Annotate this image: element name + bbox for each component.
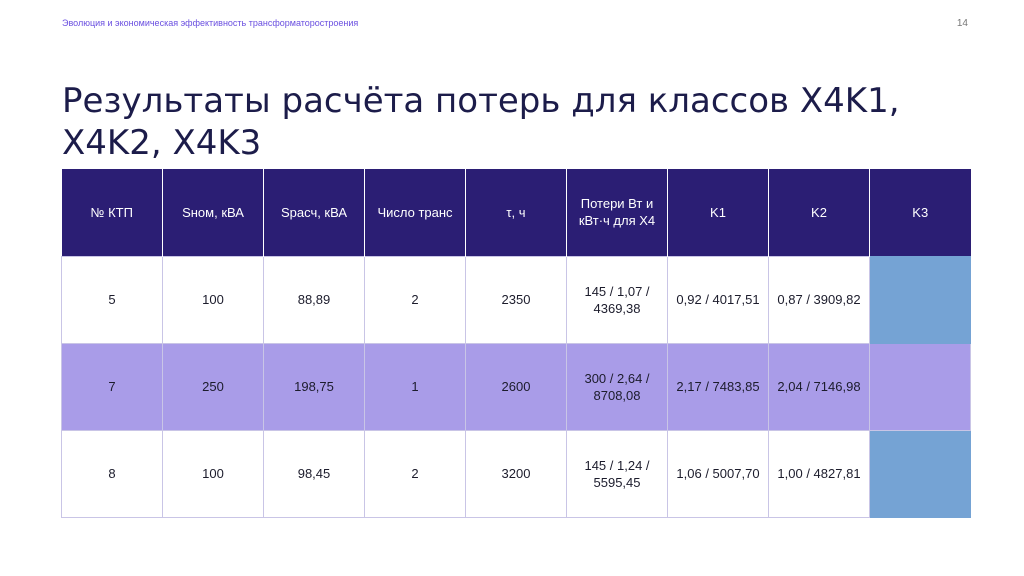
header-s-rasch: Sрасч, кВА bbox=[263, 169, 365, 256]
cell-s-nom: 250 bbox=[162, 342, 264, 431]
table-row: 7 250 198,75 1 2600 300 / 2,64 / 8708,08… bbox=[61, 342, 971, 431]
cell-tau: 2350 bbox=[465, 255, 567, 344]
header-s-nom: Sном, кВА bbox=[162, 169, 264, 256]
table-row: 8 100 98,45 2 3200 145 / 1,24 / 5595,45 … bbox=[61, 429, 971, 518]
header-k1: K1 bbox=[667, 169, 769, 256]
page-number: 14 bbox=[956, 18, 968, 29]
cell-s-rasch: 198,75 bbox=[263, 342, 365, 431]
cell-losses-x4: 145 / 1,07 / 4369,38 bbox=[566, 255, 668, 344]
header-losses-x4: Потери Вт и кВт·ч для X4 bbox=[566, 169, 668, 256]
cell-s-rasch: 88,89 bbox=[263, 255, 365, 344]
cell-k2: 1,00 / 4827,81 bbox=[768, 429, 870, 518]
cell-k1: 2,17 / 7483,85 bbox=[667, 342, 769, 431]
cell-transformer-count: 1 bbox=[364, 342, 466, 431]
cell-s-nom: 100 bbox=[162, 429, 264, 518]
slide-title: Результаты расчёта потерь для классов X4… bbox=[62, 81, 900, 163]
table-header-row: № КТП Sном, кВА Sрасч, кВА Число транс τ… bbox=[61, 169, 971, 256]
cell-k2: 0,87 / 3909,82 bbox=[768, 255, 870, 344]
cell-transformer-count: 2 bbox=[364, 255, 466, 344]
header-k2: K2 bbox=[768, 169, 870, 256]
cell-losses-x4: 145 / 1,24 / 5595,45 bbox=[566, 429, 668, 518]
cell-k3 bbox=[869, 342, 971, 431]
cell-ktp-number: 5 bbox=[61, 255, 163, 344]
cell-tau: 2600 bbox=[465, 342, 567, 431]
header-k3: K3 bbox=[869, 169, 971, 256]
cell-k3 bbox=[869, 255, 971, 344]
cell-transformer-count: 2 bbox=[364, 429, 466, 518]
results-table: № КТП Sном, кВА Sрасч, кВА Число транс τ… bbox=[61, 169, 971, 518]
header-ktp-number: № КТП bbox=[61, 169, 163, 256]
cell-k1: 1,06 / 5007,70 bbox=[667, 429, 769, 518]
cell-k3 bbox=[869, 429, 971, 518]
cell-s-nom: 100 bbox=[162, 255, 264, 344]
header-tau: τ, ч bbox=[465, 169, 567, 256]
cell-k2: 2,04 / 7146,98 bbox=[768, 342, 870, 431]
slide-header-text: Эволюция и экономическая эффективность т… bbox=[62, 18, 359, 28]
cell-ktp-number: 8 bbox=[61, 429, 163, 518]
table-row: 5 100 88,89 2 2350 145 / 1,07 / 4369,38 … bbox=[61, 255, 971, 344]
cell-losses-x4: 300 / 2,64 / 8708,08 bbox=[566, 342, 668, 431]
cell-tau: 3200 bbox=[465, 429, 567, 518]
cell-k1: 0,92 / 4017,51 bbox=[667, 255, 769, 344]
cell-s-rasch: 98,45 bbox=[263, 429, 365, 518]
header-transformer-count: Число транс bbox=[364, 169, 466, 256]
cell-ktp-number: 7 bbox=[61, 342, 163, 431]
